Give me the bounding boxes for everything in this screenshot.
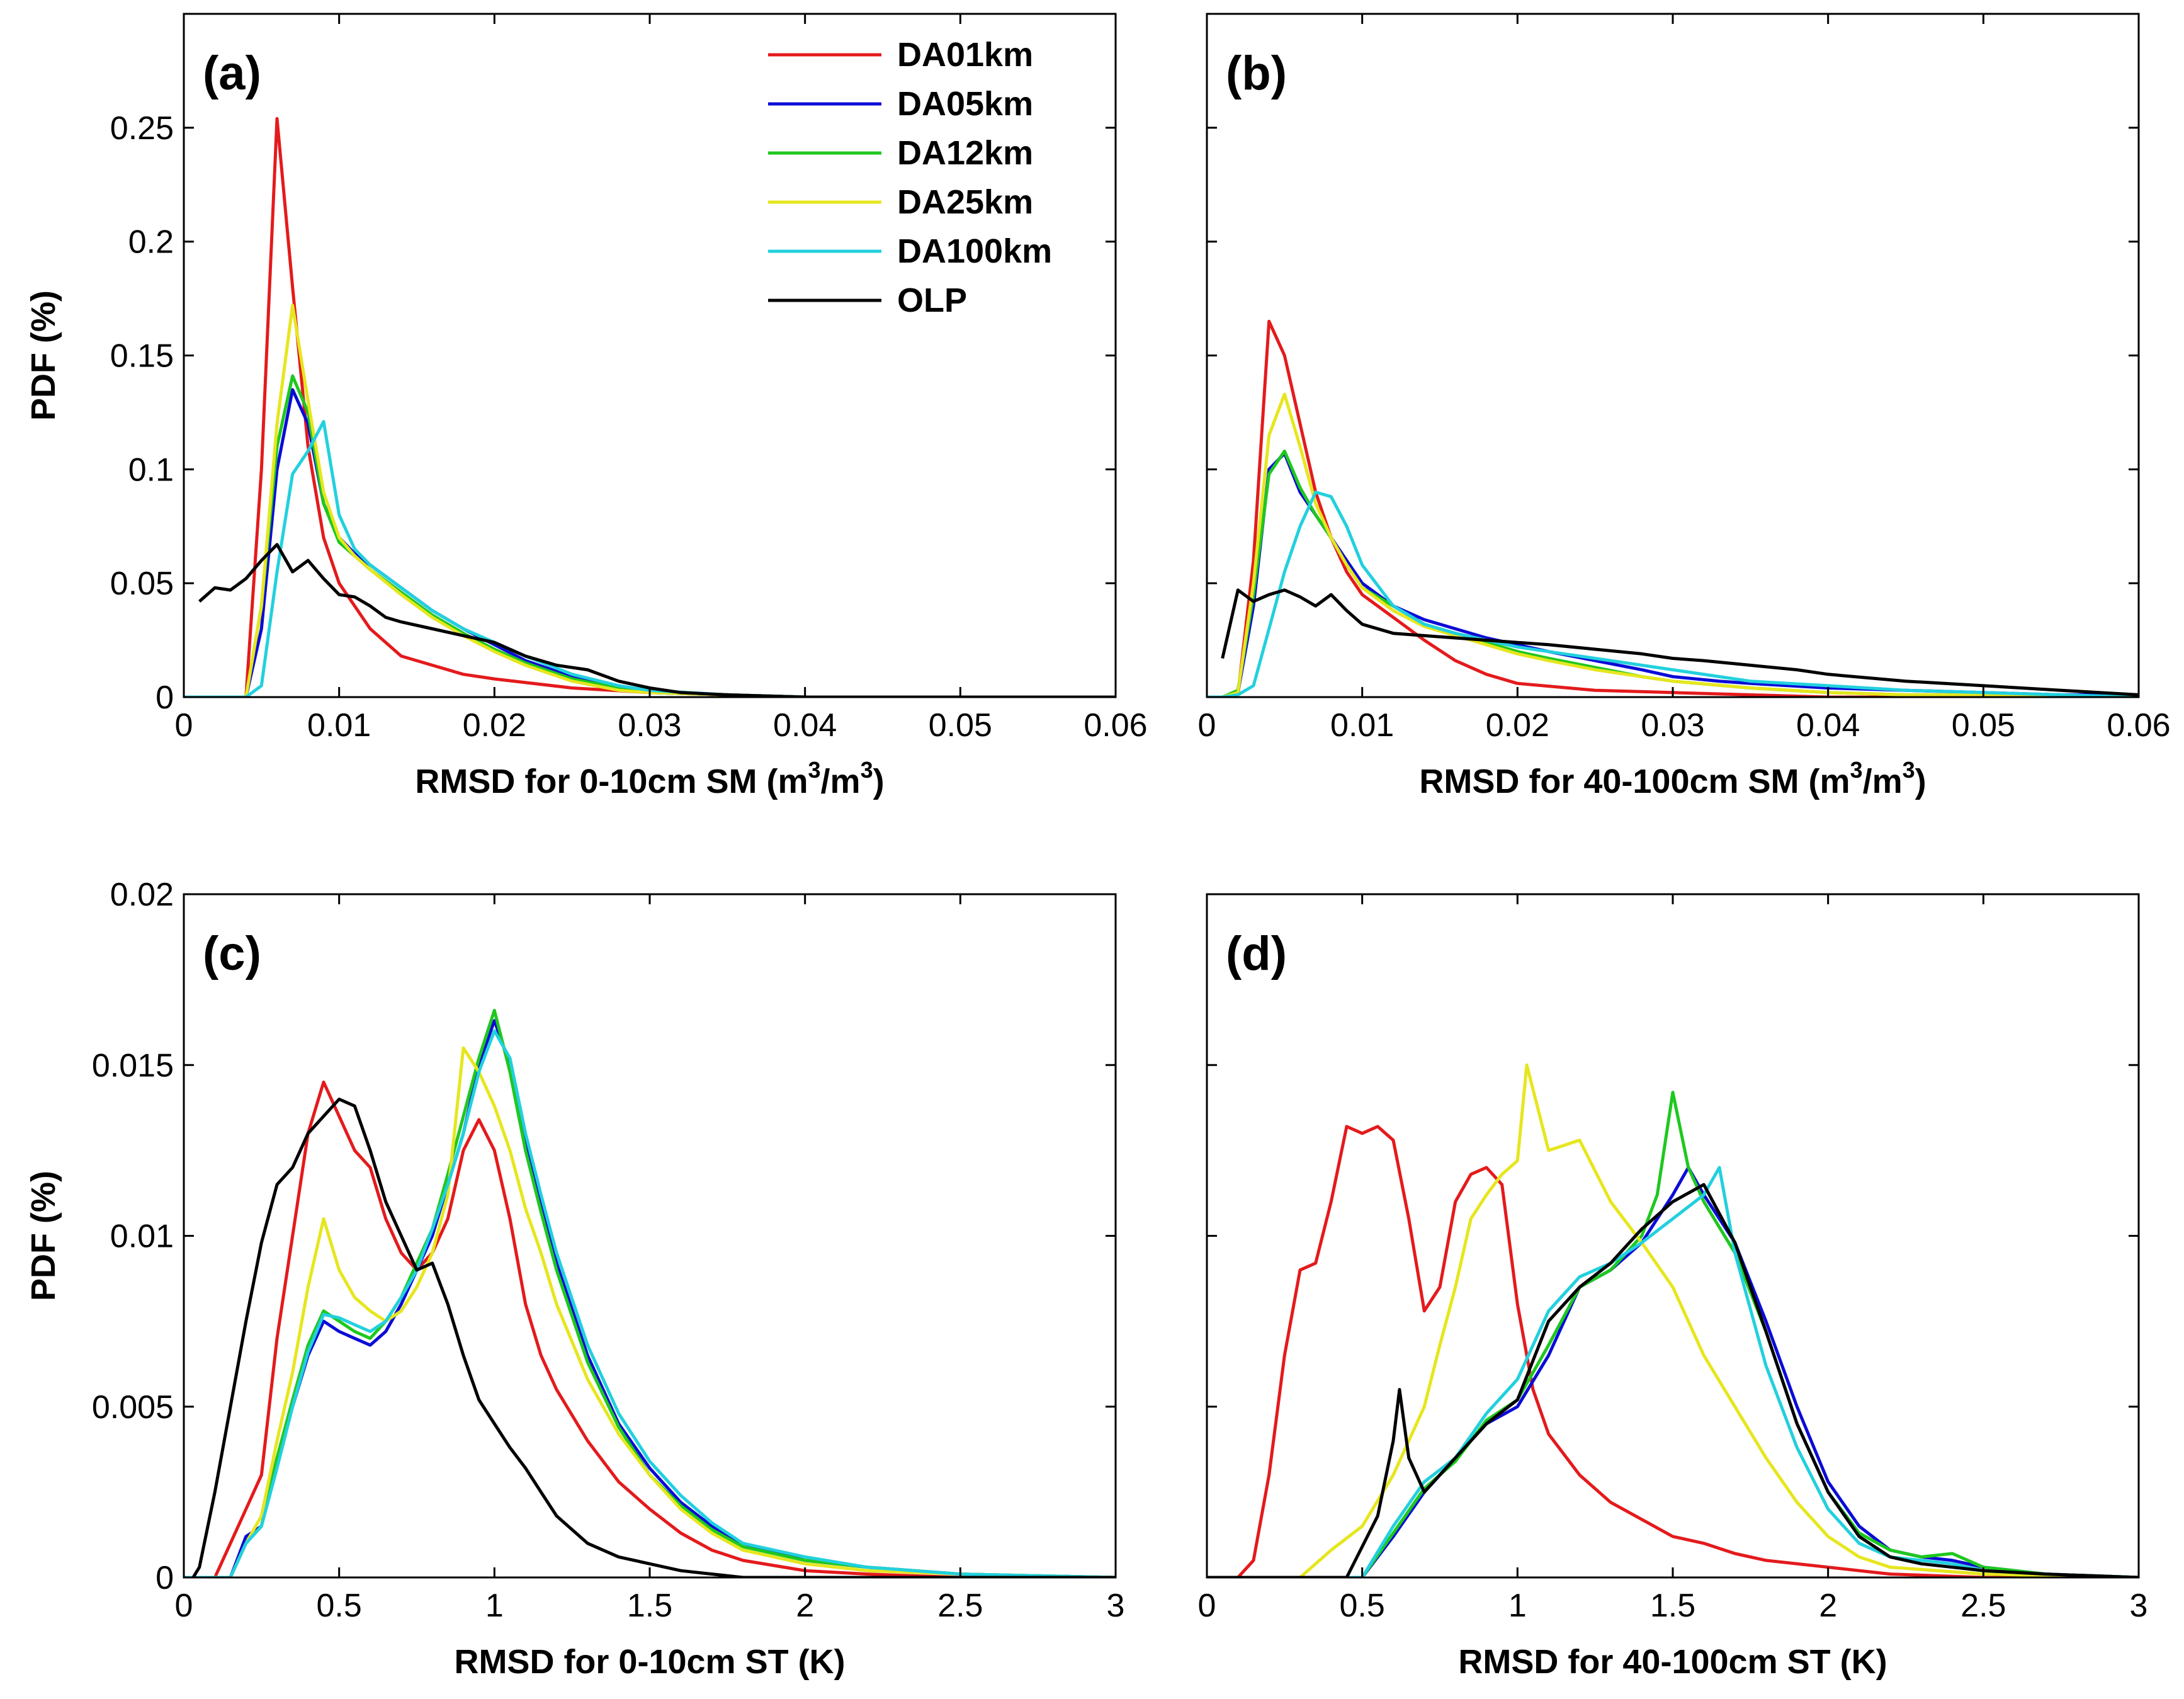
series-group [184,116,1116,697]
x-axis-label: RMSD for 40-100cm ST (K) [1458,1643,1887,1681]
series-line-da25km [184,304,1116,697]
x-tick-label: 0.01 [1330,707,1394,744]
series-line-da05km [1207,452,2139,697]
y-tick-label: 0.15 [110,338,174,375]
x-tick-label: 0.06 [1084,707,1147,744]
series-line-da100km [1207,1166,2139,1577]
series-line-da01km [1207,319,2139,697]
series-line-da05km [184,1019,1116,1577]
series-line-da05km [1207,1166,2139,1577]
y-tick-label: 0.05 [110,565,174,602]
legend-label-da12km: DA12km [897,134,1033,172]
x-tick-label: 0.04 [1796,707,1860,744]
series-line-da05km [184,388,1116,697]
panel-c: 0 0.5 1 1.5 2 2.5 3 0 0.005 0.01 0.015 0.02 RMSD for… [25,877,1124,1681]
series-group [1207,1063,2139,1577]
x-tick-label: 1 [1508,1588,1527,1624]
y-tick-label: 0 [156,1560,174,1596]
series-group [1207,319,2139,697]
panel-b: 0 0.01 0.02 0.03 0.04 0.05 0.06 RMSD for 40-100… [1198,13,2171,800]
series-line-olp [1221,588,2139,696]
x-tick-label: 0 [175,707,193,744]
legend-label-da100km: DA100km [897,232,1052,270]
y-tick-label: 0.005 [92,1389,174,1426]
series-line-olp [1207,1183,2139,1577]
y-axis-label: PDF (%) [25,1171,62,1301]
x-tick-label: 0 [1198,1588,1216,1624]
x-tick-label: 0.03 [1641,707,1704,744]
axes-box [1206,13,2140,698]
y-tick-label: 0.1 [128,452,174,488]
x-axis-label: RMSD for 40-100cm SM (m3/m3) [1419,757,1926,800]
legend-label-da01km: DA01km [897,36,1033,74]
y-axis-label: PDF (%) [25,290,62,421]
series-line-da25km [1207,392,2139,697]
x-tick-label: 0.5 [317,1588,362,1624]
legend-label-olp: OLP [897,281,967,319]
series-line-da100km [1207,491,2139,697]
series-line-da25km [1207,1063,2139,1577]
x-tick-label: 0.03 [618,707,681,744]
x-tick-label: 0.06 [2107,707,2170,744]
x-tick-label: 3 [2130,1588,2148,1624]
x-tick-label: 2.5 [937,1588,983,1624]
series-line-da25km [184,1046,1116,1577]
series-line-da12km [1207,1091,2139,1577]
series-line-da01km [1207,1125,2139,1577]
series-line-da01km [184,1080,1116,1577]
x-tick-label: 0.02 [463,707,526,744]
x-tick-label: 0.04 [773,707,837,744]
y-tick-label: 0.2 [128,224,174,261]
y-tick-label: 0.02 [110,877,174,913]
y-tick-label: 0.25 [110,110,174,147]
x-tick-label: 3 [1107,1588,1125,1624]
x-axis-label: RMSD for 0-10cm ST (K) [454,1643,845,1681]
axes-box [1206,893,2140,1579]
x-tick-label: 0.05 [929,707,992,744]
x-tick-label: 0 [1198,707,1216,744]
y-tick-label: 0.01 [110,1219,174,1255]
y-tick-label: 0.015 [92,1047,174,1084]
series-line-olp [191,1098,1116,1577]
x-tick-label: 1.5 [627,1588,672,1624]
series-line-olp [198,543,1116,697]
x-tick-label: 1 [485,1588,504,1624]
panel-d: 0 0.5 1 1.5 2 2.5 3 RMSD for 40-100cm ST (K) (d) [1198,893,2148,1681]
series-group [184,1009,1116,1577]
x-axis-label: RMSD for 0-10cm SM (m3/m3) [415,757,884,800]
y-tick-label: 0 [156,679,174,716]
x-tick-label: 0.5 [1340,1588,1385,1624]
legend: DA01km DA05km DA12km DA25km DA100km OLP [768,36,1052,319]
series-line-da12km [184,1009,1116,1577]
x-tick-label: 0 [175,1588,193,1624]
x-tick-label: 2 [1819,1588,1837,1624]
series-line-da100km [184,419,1116,697]
x-tick-label: 0.02 [1486,707,1549,744]
x-tick-label: 1.5 [1650,1588,1695,1624]
panel-label: (d) [1226,927,1287,980]
panel-a: 0 0.01 0.02 0.03 0.04 0.05 0.06 0 0.05 0.1 0.15 0.2… [25,13,1148,800]
x-tick-label: 0.01 [307,707,371,744]
x-tick-label: 2 [796,1588,814,1624]
x-tick-label: 2.5 [1961,1588,2006,1624]
x-tick-label: 0.05 [1952,707,2015,744]
legend-label-da25km: DA25km [897,183,1033,221]
panel-label: (b) [1226,47,1287,100]
legend-label-da05km: DA05km [897,85,1033,123]
panel-label: (c) [203,927,261,980]
series-line-da100km [184,1029,1116,1577]
panel-label: (a) [203,47,261,100]
